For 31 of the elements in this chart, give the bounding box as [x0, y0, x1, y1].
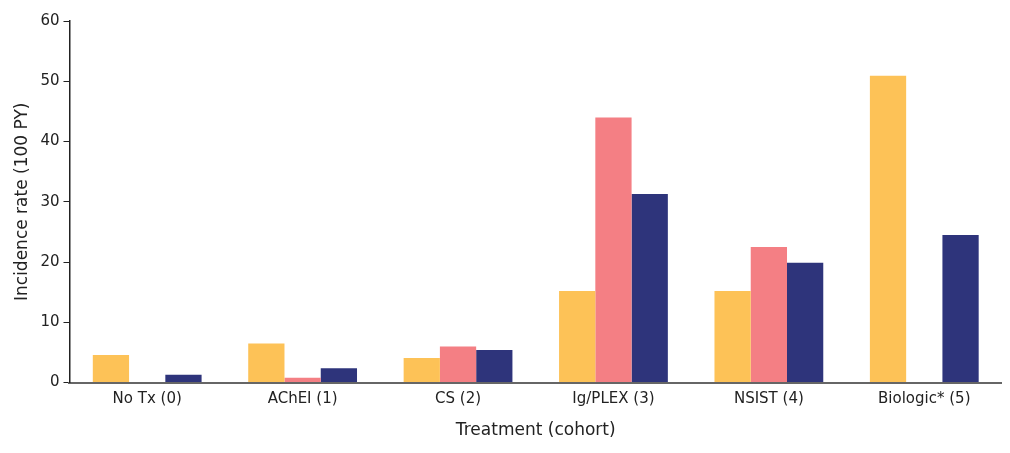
x-tick-label: Ig/PLEX (3)	[572, 389, 655, 408]
bar	[714, 291, 751, 383]
y-tick-label: 40	[40, 131, 60, 150]
bar	[631, 193, 668, 383]
bar	[92, 354, 130, 383]
y-tick-label: 50	[40, 71, 60, 90]
y-tick-label: 10	[40, 312, 60, 331]
bar	[750, 247, 787, 383]
bar	[439, 346, 477, 383]
bar	[787, 262, 824, 383]
bar	[559, 291, 596, 383]
bar	[320, 368, 358, 383]
x-tick-label: No Tx (0)	[112, 389, 182, 408]
x-axis-title: Treatment (cohort)	[454, 419, 616, 440]
x-tick-label: NSIST (4)	[733, 389, 804, 408]
y-tick-label: 30	[40, 191, 60, 210]
bar	[869, 75, 907, 383]
bar	[942, 234, 979, 383]
bar	[284, 377, 321, 383]
y-tick-label: 0	[49, 372, 60, 391]
x-tick-label: Biologic* (5)	[878, 389, 971, 408]
y-tick-label: 60	[40, 10, 60, 29]
bar	[476, 350, 513, 383]
y-tick-label: 20	[40, 251, 60, 270]
x-tick-label: CS (2)	[435, 389, 482, 408]
bar	[248, 343, 285, 383]
y-axis-title: Incidence rate (100 PY)	[10, 102, 31, 301]
bar	[595, 117, 632, 383]
bar	[165, 374, 202, 383]
bar	[403, 357, 440, 383]
x-tick-label: AChEI (1)	[267, 389, 338, 408]
